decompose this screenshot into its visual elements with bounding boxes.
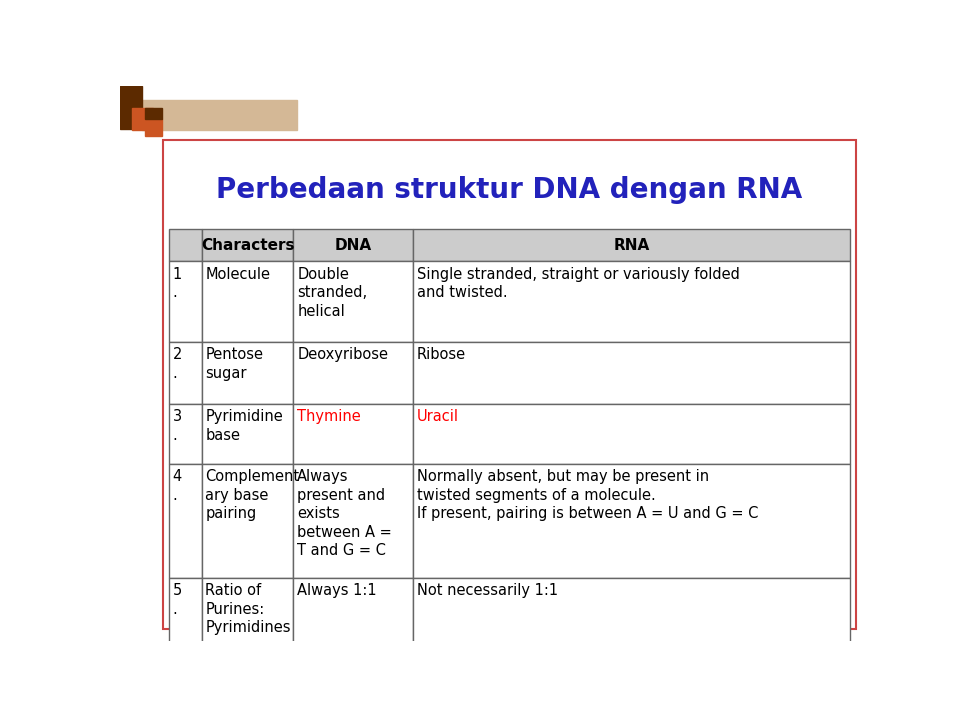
Text: Always 1:1: Always 1:1 bbox=[298, 583, 377, 598]
Text: 1
.: 1 . bbox=[173, 266, 182, 300]
Text: Deoxyribose: Deoxyribose bbox=[298, 348, 389, 362]
Bar bbox=[413, 342, 850, 404]
Text: 2
.: 2 . bbox=[173, 348, 182, 381]
Text: Ratio of
Purines:
Pyrimidines: Ratio of Purines: Pyrimidines bbox=[205, 583, 291, 635]
Bar bbox=[169, 229, 202, 261]
Text: Double
stranded,
helical: Double stranded, helical bbox=[298, 266, 368, 319]
Bar bbox=[294, 577, 413, 659]
Bar bbox=[202, 229, 294, 261]
Bar bbox=[294, 404, 413, 464]
Text: 4
.: 4 . bbox=[173, 469, 182, 503]
Bar bbox=[413, 577, 850, 659]
Text: Uracil: Uracil bbox=[417, 409, 459, 424]
Bar bbox=[202, 342, 294, 404]
Text: Always
present and
exists
between A =
T and G = C: Always present and exists between A = T … bbox=[298, 469, 392, 559]
Bar bbox=[132, 108, 154, 130]
Bar bbox=[169, 464, 202, 577]
Bar bbox=[202, 404, 294, 464]
Bar bbox=[162, 140, 856, 629]
Bar bbox=[294, 342, 413, 404]
Text: Normally absent, but may be present in
twisted segments of a molecule.
If presen: Normally absent, but may be present in t… bbox=[417, 469, 758, 521]
Text: RNA: RNA bbox=[613, 238, 650, 253]
Text: DNA: DNA bbox=[334, 238, 372, 253]
Text: Characters: Characters bbox=[201, 238, 295, 253]
Text: 3
.: 3 . bbox=[173, 409, 181, 443]
Text: Ribose: Ribose bbox=[417, 348, 466, 362]
Bar bbox=[202, 577, 294, 659]
Bar bbox=[169, 261, 202, 342]
Bar bbox=[145, 108, 162, 119]
Bar bbox=[413, 229, 850, 261]
Text: Pyrimidine
base: Pyrimidine base bbox=[205, 409, 283, 443]
Text: 5
.: 5 . bbox=[173, 583, 182, 616]
Text: Thymine: Thymine bbox=[298, 409, 361, 424]
Bar bbox=[169, 342, 202, 404]
Bar bbox=[413, 404, 850, 464]
Bar bbox=[294, 261, 413, 342]
Bar bbox=[202, 261, 294, 342]
Bar bbox=[169, 577, 202, 659]
Text: Molecule: Molecule bbox=[205, 266, 271, 282]
Bar bbox=[413, 464, 850, 577]
Bar bbox=[413, 261, 850, 342]
Bar bbox=[142, 100, 297, 130]
Bar bbox=[202, 464, 294, 577]
Text: Single stranded, straight or variously folded
and twisted.: Single stranded, straight or variously f… bbox=[417, 266, 739, 300]
Text: Not necessarily 1:1: Not necessarily 1:1 bbox=[417, 583, 558, 598]
Bar bbox=[294, 464, 413, 577]
Bar bbox=[169, 404, 202, 464]
Bar bbox=[145, 119, 162, 135]
Bar bbox=[294, 229, 413, 261]
Text: Pentose
sugar: Pentose sugar bbox=[205, 348, 263, 381]
Text: Complement
ary base
pairing: Complement ary base pairing bbox=[205, 469, 300, 521]
Bar bbox=[120, 86, 142, 129]
Text: Perbedaan struktur DNA dengan RNA: Perbedaan struktur DNA dengan RNA bbox=[216, 176, 803, 204]
